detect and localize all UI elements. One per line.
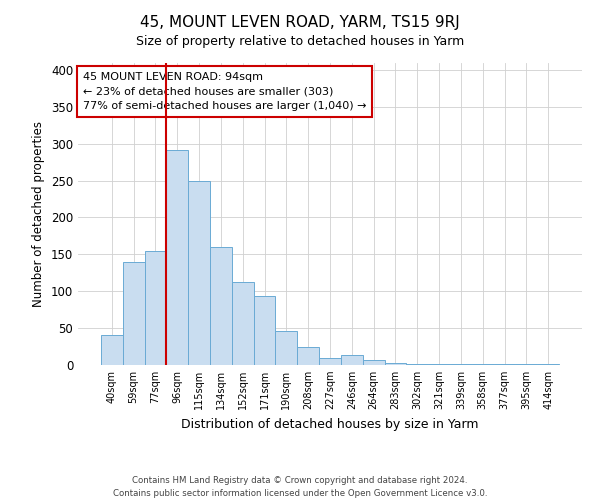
X-axis label: Distribution of detached houses by size in Yarm: Distribution of detached houses by size … [181,418,479,430]
Bar [494,364,515,365]
Bar [123,262,145,365]
Bar [232,282,254,365]
Bar [166,150,188,365]
Bar [188,180,210,365]
Bar [297,346,319,365]
Bar [210,247,232,365]
Bar [275,331,297,365]
Bar [428,364,450,365]
Bar [472,364,494,365]
Text: Size of property relative to detached houses in Yarm: Size of property relative to detached ho… [136,35,464,48]
Text: 45, MOUNT LEVEN ROAD, YARM, TS15 9RJ: 45, MOUNT LEVEN ROAD, YARM, TS15 9RJ [140,15,460,30]
Bar [450,364,472,365]
Bar [254,296,275,365]
Text: 45 MOUNT LEVEN ROAD: 94sqm
← 23% of detached houses are smaller (303)
77% of sem: 45 MOUNT LEVEN ROAD: 94sqm ← 23% of deta… [83,72,367,111]
Bar [319,358,341,365]
Bar [101,336,123,365]
Bar [341,356,363,365]
Bar [145,250,166,365]
Bar [515,364,537,365]
Bar [385,363,406,365]
Y-axis label: Number of detached properties: Number of detached properties [32,120,46,306]
Bar [363,360,385,365]
Bar [406,364,428,365]
Text: Contains HM Land Registry data © Crown copyright and database right 2024.
Contai: Contains HM Land Registry data © Crown c… [113,476,487,498]
Bar [537,364,559,365]
